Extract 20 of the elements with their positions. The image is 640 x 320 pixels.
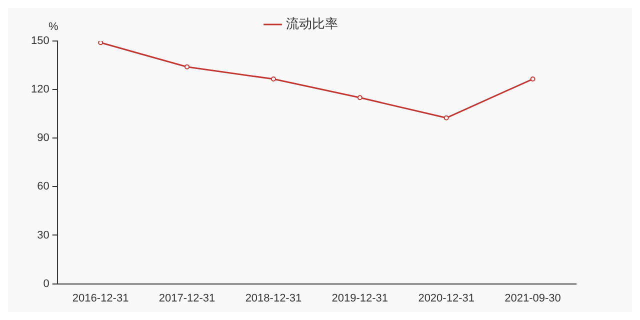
y-tick-label: 90 [37, 132, 50, 144]
point [98, 41, 104, 46]
y-tick-label: 30 [37, 229, 50, 242]
x-tick-label: 2021-09-30 [504, 292, 561, 304]
y-tick-label: 60 [37, 180, 50, 193]
y-tick-label: 120 [30, 84, 50, 96]
point [357, 95, 362, 100]
x-tick-label: 2017-12-31 [158, 292, 216, 304]
x-tick-label: 2020-12-31 [418, 292, 474, 304]
point [444, 115, 449, 120]
y-tick-label: 0 [43, 278, 50, 290]
y-axis-title: % [48, 21, 58, 34]
point [270, 76, 276, 82]
legend-label: 流动比率 [286, 16, 338, 32]
x-tick-label: 2016-12-31 [72, 292, 129, 304]
x-tick-label: 2018-12-31 [245, 292, 302, 304]
point [184, 64, 190, 70]
y-tick-label: 150 [30, 35, 50, 48]
x-tick-label: 2019-12-31 [332, 292, 388, 304]
point [530, 76, 536, 82]
